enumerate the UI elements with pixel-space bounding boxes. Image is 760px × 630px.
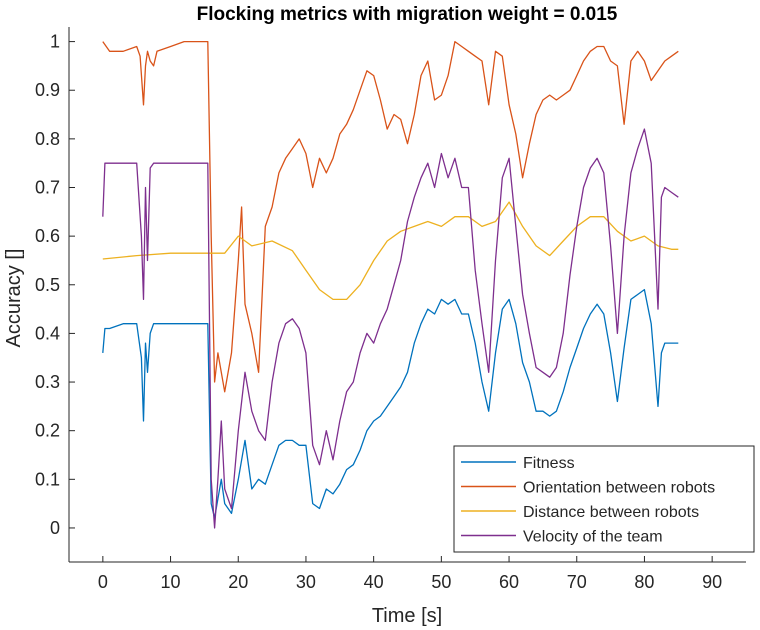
y-tick-label: 0 bbox=[50, 518, 60, 538]
y-axis-label: Accuracy [] bbox=[3, 249, 25, 348]
x-tick-label: 40 bbox=[364, 572, 384, 592]
legend-label-1: Fitness bbox=[523, 455, 575, 472]
y-tick-label: 0.8 bbox=[35, 129, 60, 149]
x-tick-label: 80 bbox=[634, 572, 654, 592]
axes-layer bbox=[68, 27, 746, 563]
legend-label-3: Distance between robots bbox=[523, 504, 699, 521]
y-tick-label: 0.5 bbox=[35, 275, 60, 295]
legend-label-2: Orientation between robots bbox=[523, 480, 715, 497]
x-tick-label: 30 bbox=[296, 572, 316, 592]
series-line-2 bbox=[102, 40, 679, 393]
x-tick-label: 0 bbox=[98, 572, 108, 592]
y-tick-label: 0.4 bbox=[35, 323, 60, 343]
legend: Fitness Orientation between robots Distanc… bbox=[453, 445, 755, 553]
legend-box bbox=[453, 445, 755, 553]
y-tick-label: 0.9 bbox=[35, 80, 60, 100]
x-tick-label: 50 bbox=[431, 572, 451, 592]
x-tick-label: 10 bbox=[161, 572, 181, 592]
y-ticks: 0 0.1 0.2 0.3 0.4 0.5 0.6 0.7 0.8 0.9 1 bbox=[35, 32, 75, 538]
x-tick-label: 60 bbox=[499, 572, 519, 592]
x-ticks: 0 10 20 30 40 50 60 70 80 90 bbox=[98, 556, 722, 592]
legend-label-4: Velocity of the team bbox=[523, 529, 663, 546]
series-layer bbox=[102, 40, 679, 529]
chart-title: Flocking metrics with migration weight =… bbox=[197, 4, 618, 25]
y-tick-label: 1 bbox=[50, 32, 60, 52]
x-axis-label: Time [s] bbox=[372, 605, 442, 627]
x-tick-label: 20 bbox=[228, 572, 248, 592]
series-line-1 bbox=[102, 288, 679, 519]
x-tick-label: 90 bbox=[702, 572, 722, 592]
y-tick-label: 0.3 bbox=[35, 372, 60, 392]
series-line-4 bbox=[102, 128, 679, 529]
x-tick-label: 70 bbox=[567, 572, 587, 592]
y-tick-label: 0.2 bbox=[35, 421, 60, 441]
series-line-3 bbox=[102, 201, 679, 301]
y-tick-label: 0.7 bbox=[35, 178, 60, 198]
y-tick-label: 0.1 bbox=[35, 469, 60, 489]
y-tick-label: 0.6 bbox=[35, 226, 60, 246]
